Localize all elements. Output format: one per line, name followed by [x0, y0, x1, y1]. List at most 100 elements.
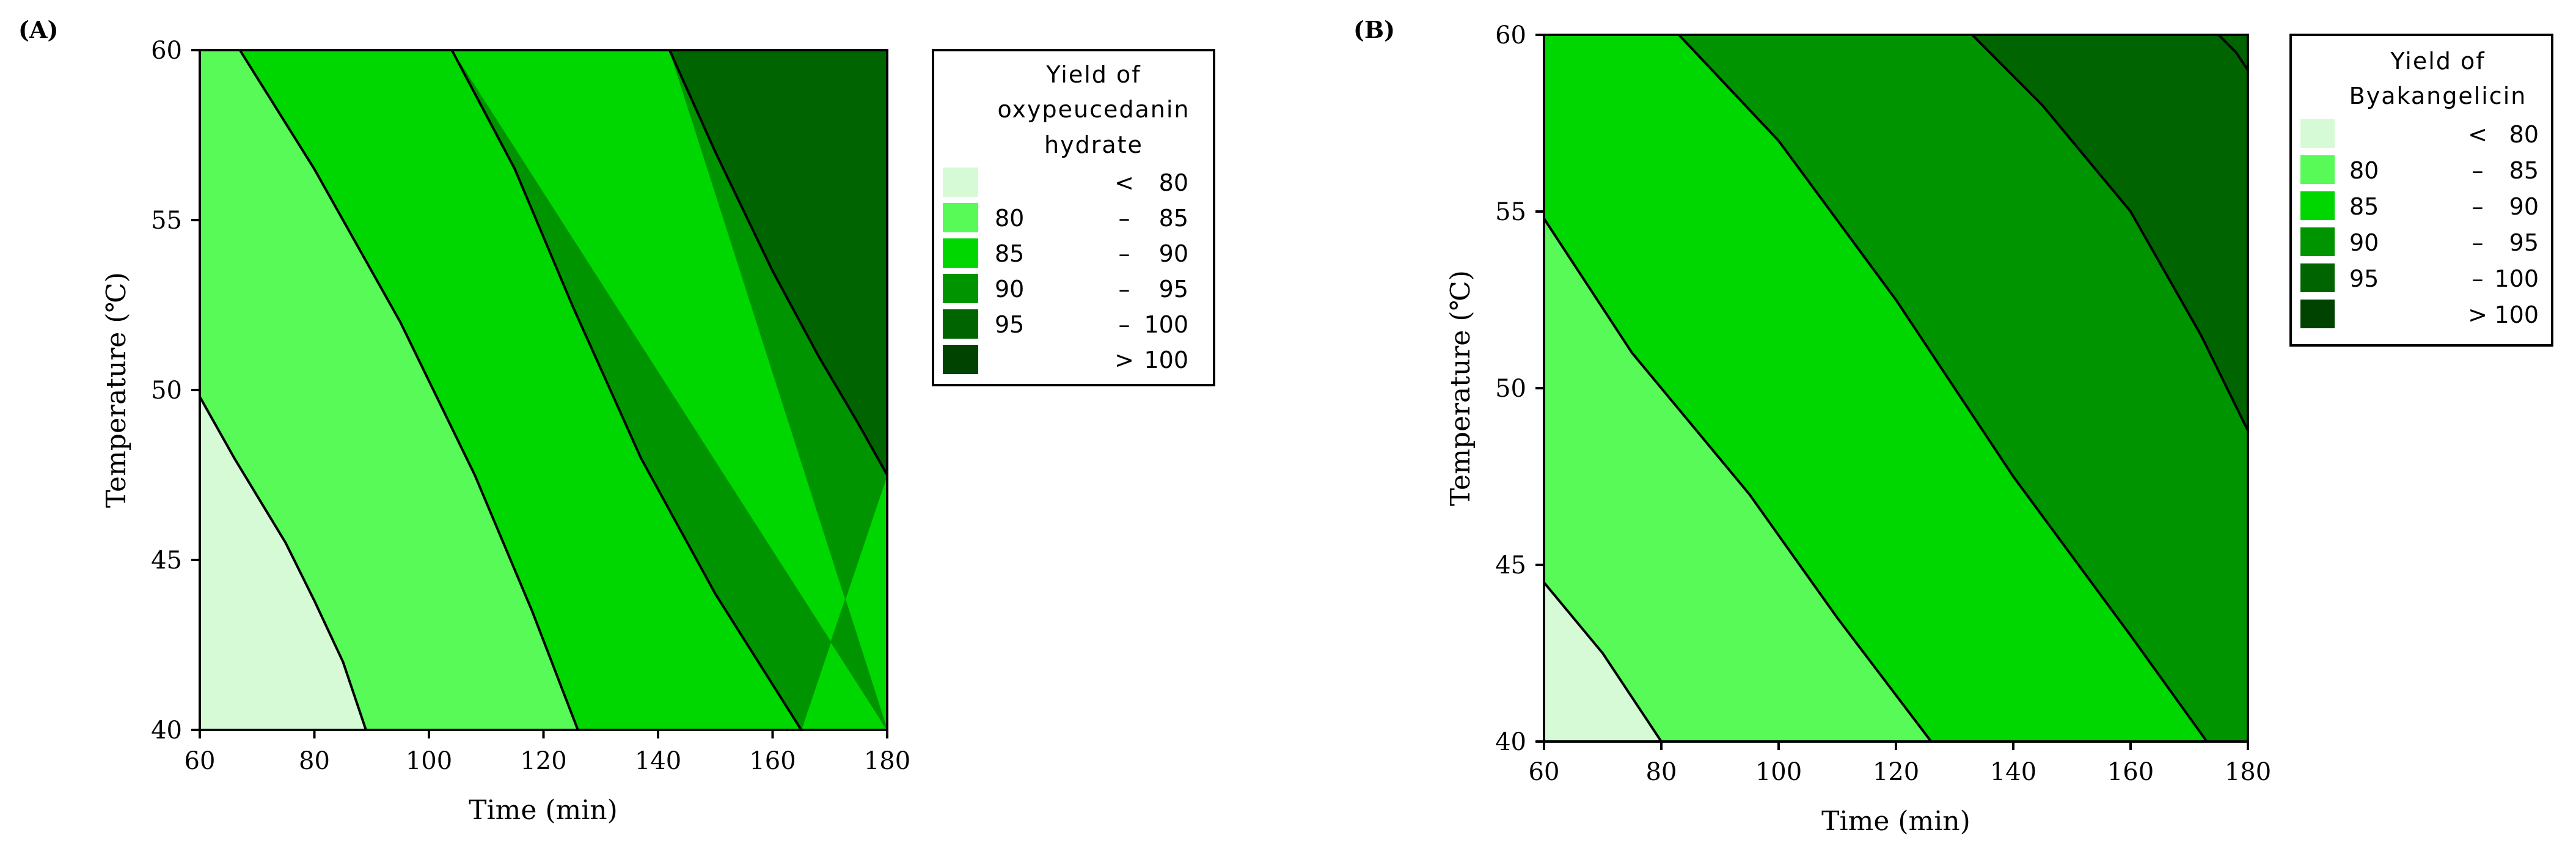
legend-separator: – [1119, 311, 1130, 338]
legend-separator: – [2472, 265, 2484, 292]
legend-swatch [943, 203, 978, 232]
contour-line-85 [238, 49, 579, 731]
x-tick-label: 100 [1755, 758, 1802, 786]
legend-separator: – [1119, 240, 1130, 267]
legend-swatch [943, 167, 978, 197]
x-tick-label: 80 [1646, 758, 1677, 786]
legend-separator: – [2472, 193, 2484, 220]
x-axis-a: 60 80 100 120 140 160 180 Time (min) [185, 730, 910, 826]
legend-high: 100 [1144, 347, 1188, 374]
panel-a: (A) 60 80 100 120 140 160 180 Time (min)… [18, 16, 1215, 826]
y-tick-label: 55 [151, 207, 182, 235]
legend-high: 90 [2509, 193, 2539, 220]
x-tick-label: 60 [1529, 758, 1560, 786]
contour-line-85 [1543, 218, 1933, 743]
legend-title-line: Yield of [1045, 61, 1141, 88]
legend-separator: < [2468, 121, 2487, 148]
x-tick-label: 160 [2107, 758, 2154, 786]
contour-line-95 [668, 50, 888, 476]
legend-high: 100 [1144, 311, 1188, 338]
legend-separator: – [2472, 157, 2484, 184]
legend-low: 90 [2349, 229, 2379, 256]
x-tick-marks-b [1543, 742, 2249, 750]
plot-area-a [199, 49, 888, 731]
legend-swatch [943, 345, 978, 374]
y-tick-label: 40 [151, 716, 182, 745]
y-tick-label: 45 [1495, 551, 1526, 580]
legend-separator: – [1119, 276, 1130, 303]
legend-separator: > [2468, 301, 2487, 328]
contour-lines-b [1543, 34, 2249, 743]
legend-high: 90 [1159, 240, 1188, 267]
legend-high: 95 [2509, 229, 2539, 256]
x-axis-b: 60 80 100 120 140 160 180 Time (min) [1529, 742, 2271, 837]
legend-title-line: oxypeucedanin [997, 96, 1190, 123]
legend-high: 100 [2494, 301, 2539, 328]
plot-area-b [1543, 34, 2249, 743]
legend-high: 85 [2509, 157, 2539, 184]
x-tick-label: 80 [299, 747, 330, 775]
legend-separator: < [1114, 169, 1134, 196]
legend-low: 95 [2349, 265, 2379, 292]
legend-swatch [943, 274, 978, 303]
x-tick-label: 140 [635, 747, 681, 775]
x-tick-marks-a [199, 730, 888, 738]
y-tick-label: 50 [1495, 375, 1526, 403]
x-tick-label: 160 [749, 747, 796, 775]
x-tick-label: 140 [1990, 758, 2036, 786]
legend-swatch [2300, 155, 2335, 184]
x-tick-label: 60 [185, 747, 216, 775]
x-tick-label: 120 [520, 747, 566, 775]
legend-swatch [943, 238, 978, 268]
legend-swatch [2300, 263, 2335, 292]
y-axis-title-b: Temperature (℃) [1445, 270, 1476, 506]
y-axis-a: 40 45 50 55 60 Temperature (℃) [101, 37, 200, 745]
panel-label-a: (A) [18, 16, 58, 43]
contour-line-80 [1543, 581, 1663, 743]
y-tick-label: 40 [1495, 728, 1526, 756]
legend-separator: – [1119, 205, 1130, 232]
legend-low: 90 [995, 276, 1024, 303]
x-tick-label: 180 [2225, 758, 2271, 786]
x-tick-label: 120 [1873, 758, 1919, 786]
legend-low: 80 [2349, 157, 2379, 184]
x-tick-label: 180 [864, 747, 910, 775]
legend-high: 80 [1159, 169, 1188, 196]
legend-swatch [2300, 227, 2335, 256]
x-axis-title-a: Time (min) [469, 795, 618, 826]
legend-high: 85 [1159, 205, 1188, 232]
y-axis-b: 40 45 50 55 60 Temperature (℃) [1445, 21, 1544, 756]
contour-line-80 [199, 396, 367, 731]
x-axis-title-b: Time (min) [1821, 806, 1970, 837]
legend-high: 100 [2494, 265, 2539, 292]
legend-swatch [2300, 191, 2335, 220]
contour-fills-b [1543, 34, 2249, 742]
contour-line-90 [1678, 34, 2208, 743]
contour-lines-a [199, 49, 888, 731]
legend-low: 85 [995, 240, 1024, 267]
legend-separator: – [2472, 229, 2484, 256]
contour-line-100 [2217, 34, 2249, 71]
y-tick-label: 50 [151, 377, 182, 405]
legend-swatch [943, 309, 978, 339]
legend-a: Yield of oxypeucedanin hydrate < 80 80 –… [932, 49, 1215, 386]
y-tick-label: 60 [151, 37, 182, 65]
y-tick-label: 45 [151, 547, 182, 575]
legend-separator: > [1114, 347, 1134, 374]
y-axis-title-a: Temperature (℃) [101, 272, 132, 508]
legend-b: Yield of Byakangelicin < 80 80 – 85 85 –… [2289, 34, 2553, 347]
y-tick-marks-a [191, 49, 200, 731]
legend-box-b [2289, 34, 2553, 347]
legend-high: 95 [1159, 276, 1188, 303]
legend-title-line: Yield of [2390, 48, 2485, 75]
legend-swatch [2300, 300, 2335, 328]
contour-line-90 [450, 50, 803, 731]
legend-swatch [2300, 119, 2335, 148]
legend-title-line: hydrate [1044, 131, 1143, 158]
legend-box-a [932, 49, 1215, 386]
x-tick-label: 100 [406, 747, 452, 775]
panel-b: (B) 60 80 100 120 140 160 180 Time (min)… [1353, 16, 2553, 837]
legend-high: 80 [2509, 121, 2539, 148]
contour-line-95 [1971, 34, 2249, 432]
